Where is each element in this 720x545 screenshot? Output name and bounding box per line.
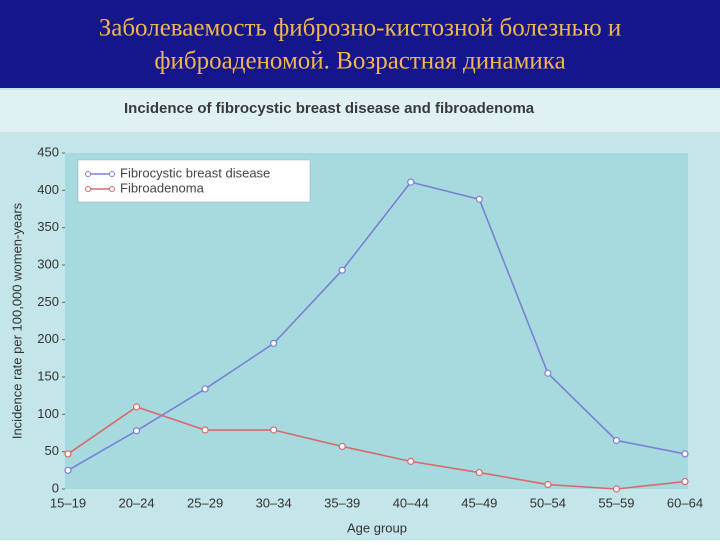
y-tick-label: 200 xyxy=(37,331,59,346)
y-tick-label: 450 xyxy=(37,144,59,159)
legend-label: Fibroadenoma xyxy=(120,180,205,195)
data-point xyxy=(475,468,483,477)
x-tick-label: 35–39 xyxy=(324,495,360,510)
x-tick-label: 60–64 xyxy=(667,495,703,510)
data-point xyxy=(475,195,483,203)
data-point xyxy=(338,442,346,451)
x-tick-label: 45–49 xyxy=(461,495,497,510)
legend-marker xyxy=(85,171,91,177)
data-point xyxy=(544,480,552,489)
data-point xyxy=(201,426,209,434)
series-line xyxy=(67,181,686,472)
y-tick-label: 150 xyxy=(37,368,59,383)
data-point xyxy=(544,369,552,377)
data-point xyxy=(681,477,689,486)
data-point xyxy=(612,485,621,493)
data-point xyxy=(407,457,415,465)
data-point xyxy=(64,450,72,458)
title-band xyxy=(0,0,720,88)
y-tick-label: 0 xyxy=(52,480,59,495)
y-tick-label: 300 xyxy=(37,256,59,271)
data-point xyxy=(64,466,72,474)
legend-marker xyxy=(85,186,91,192)
y-tick-label: 350 xyxy=(37,219,59,234)
data-point xyxy=(270,426,278,434)
y-tick-label: 50 xyxy=(45,443,59,458)
y-tick-label: 400 xyxy=(37,182,59,197)
x-tick-label: 55–59 xyxy=(598,495,634,510)
legend-marker xyxy=(109,171,115,177)
data-point xyxy=(612,436,621,445)
y-axis-label: Incidence rate per 100,000 women-years xyxy=(9,202,24,439)
x-tick-label: 50–54 xyxy=(530,495,566,510)
legend xyxy=(77,159,311,203)
chart-title: Incidence of fibrocystic breast disease … xyxy=(124,100,535,117)
data-point xyxy=(201,385,209,393)
legend-label: Fibrocystic breast disease xyxy=(120,165,270,180)
data-point xyxy=(407,178,415,186)
y-tick-label: 100 xyxy=(37,406,59,421)
x-tick-label: 40–44 xyxy=(393,495,429,510)
chart-header xyxy=(0,90,720,132)
x-tick-label: 20–24 xyxy=(118,495,154,510)
x-tick-label: 15–19 xyxy=(50,495,86,510)
data-point xyxy=(132,403,141,411)
series-line xyxy=(67,405,686,490)
data-point xyxy=(270,339,278,347)
x-tick-label: 25–29 xyxy=(187,495,223,510)
data-point xyxy=(132,427,141,435)
x-axis-label: Age group xyxy=(347,520,407,535)
data-point xyxy=(681,450,689,458)
data-point xyxy=(338,266,346,274)
y-tick-label: 250 xyxy=(37,294,59,309)
legend-marker xyxy=(109,186,115,192)
plot-area xyxy=(65,153,688,489)
slide-title: фиброаденомой. Возрастная динамика xyxy=(154,48,565,75)
slide-title: Заболеваемость фиброзно-кистозной болезн… xyxy=(99,15,622,42)
x-tick-label: 30–34 xyxy=(256,495,292,510)
